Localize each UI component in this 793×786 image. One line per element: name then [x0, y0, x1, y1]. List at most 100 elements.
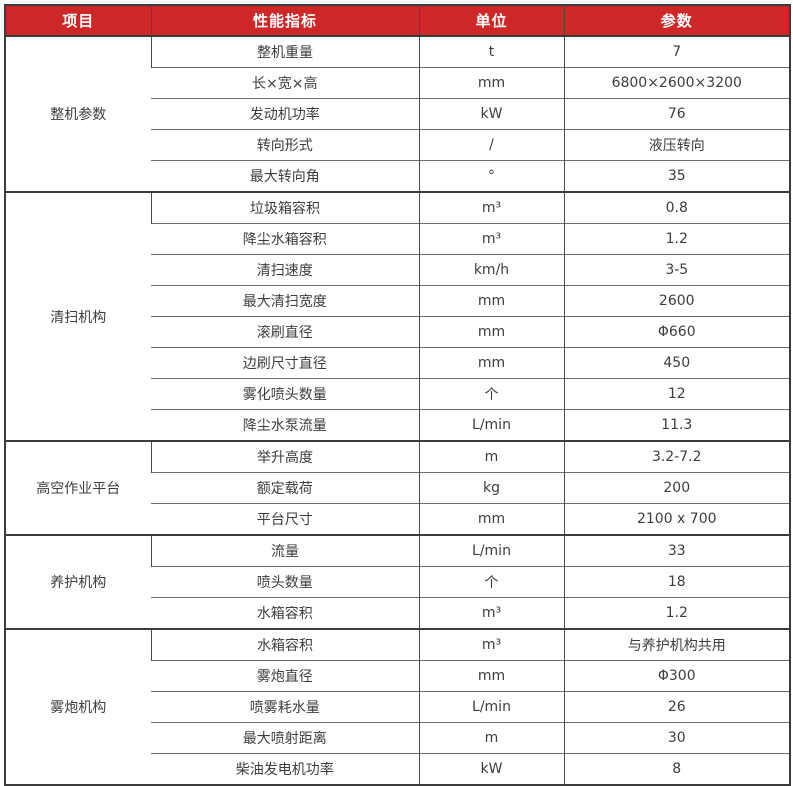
unit-cell: mm [418, 347, 564, 379]
value-cell: 2100 x 700 [563, 503, 790, 535]
category-cell: 雾炮机构 [5, 628, 151, 785]
indicator-cell: 雾炮直径 [151, 660, 419, 692]
value-cell: 30 [563, 722, 790, 754]
unit-cell: kW [418, 753, 564, 785]
table-row: 额定载荷 kg 200 [5, 472, 790, 504]
unit-cell: L/min [418, 409, 564, 441]
indicator-cell: 发动机功率 [151, 98, 419, 130]
indicator-cell: 雾化喷头数量 [151, 378, 419, 410]
indicator-cell: 垃圾箱容积 [150, 191, 419, 224]
value-cell: 450 [563, 347, 790, 379]
unit-cell: mm [418, 285, 564, 317]
table-row: 最大转向角 ° 35 [5, 160, 790, 192]
value-cell: 3-5 [563, 254, 790, 286]
value-cell: 1.2 [563, 223, 790, 255]
spec-table-body: 整机参数 整机重量 t 7 长×宽×高 mm 6800×2600×3200 发动机功率 kW 76… [5, 36, 790, 785]
table-row: 降尘水泵流量 L/min 11.3 [5, 409, 790, 441]
unit-cell: ° [418, 160, 564, 192]
unit-cell: mm [418, 660, 564, 692]
category-cell: 清扫机构 [5, 191, 151, 441]
table-row: 降尘水箱容积 m³ 1.2 [5, 223, 790, 255]
table-row: 喷雾耗水量 L/min 26 [5, 691, 790, 723]
indicator-cell: 清扫速度 [151, 254, 419, 286]
category-cell: 养护机构 [5, 534, 151, 629]
indicator-cell: 柴油发电机功率 [151, 753, 419, 785]
table-row: 最大清扫宽度 mm 2600 [5, 285, 790, 317]
unit-cell: mm [418, 67, 564, 99]
value-cell: 与养护机构共用 [563, 628, 790, 661]
value-cell: Φ660 [563, 316, 790, 348]
spec-table: 项目 性能指标 单位 参数 整机参数 整机重量 t 7 长×宽×高 mm 6800×2600… [4, 4, 791, 786]
table-row: 平台尺寸 mm 2100 x 700 [5, 503, 790, 535]
indicator-cell: 长×宽×高 [151, 67, 419, 99]
column-header-unit: 单位 [418, 5, 564, 37]
value-cell: 7 [563, 36, 790, 68]
unit-cell: kW [418, 98, 564, 130]
value-cell: 18 [563, 566, 790, 598]
unit-cell: 个 [418, 378, 564, 410]
unit-cell: m³ [418, 628, 564, 661]
column-header-value: 参数 [563, 5, 790, 37]
indicator-cell: 最大清扫宽度 [151, 285, 419, 317]
unit-cell: m³ [418, 223, 564, 255]
unit-cell: mm [418, 503, 564, 535]
unit-cell: kg [418, 472, 564, 504]
unit-cell: m [418, 722, 564, 754]
table-row: 长×宽×高 mm 6800×2600×3200 [5, 67, 790, 99]
value-cell: 35 [563, 160, 790, 192]
indicator-cell: 额定载荷 [151, 472, 419, 504]
indicator-cell: 最大转向角 [151, 160, 419, 192]
value-cell: 200 [563, 472, 790, 504]
indicator-cell: 水箱容积 [151, 597, 419, 629]
column-header-category: 项目 [5, 5, 151, 37]
table-row: 滚刷直径 mm Φ660 [5, 316, 790, 348]
value-cell: 8 [563, 753, 790, 785]
value-cell: 33 [563, 534, 790, 567]
indicator-cell: 最大喷射距离 [151, 722, 419, 754]
table-row: 养护机构 流量 L/min 33 [5, 534, 790, 629]
indicator-cell: 降尘水泵流量 [151, 409, 419, 441]
spec-table-header: 项目 性能指标 单位 参数 [5, 5, 790, 37]
spec-sheet-page: 项目 性能指标 单位 参数 整机参数 整机重量 t 7 长×宽×高 mm 6800×2600… [4, 4, 791, 786]
indicator-cell: 平台尺寸 [151, 503, 419, 535]
value-cell: 0.8 [563, 191, 790, 224]
indicator-cell: 举升高度 [150, 440, 419, 473]
unit-cell: t [418, 36, 564, 68]
unit-cell: / [418, 129, 564, 161]
indicator-cell: 水箱容积 [150, 628, 419, 661]
table-row: 水箱容积 m³ 1.2 [5, 597, 790, 629]
table-row: 最大喷射距离 m 30 [5, 722, 790, 754]
unit-cell: m³ [418, 597, 564, 629]
header-row: 项目 性能指标 单位 参数 [5, 5, 790, 37]
table-row: 雾炮机构 水箱容积 m³ 与养护机构共用 [5, 628, 790, 785]
table-row: 清扫速度 km/h 3-5 [5, 254, 790, 286]
value-cell: 76 [563, 98, 790, 130]
unit-cell: m³ [418, 191, 564, 224]
table-row: 喷头数量个 18 [5, 566, 790, 598]
table-row: 转向形式 / 液压转向 [5, 129, 790, 161]
indicator-cell: 转向形式 [151, 129, 419, 161]
value-cell: 11.3 [563, 409, 790, 441]
indicator-cell: 喷雾耗水量 [151, 691, 419, 723]
unit-cell: km/h [418, 254, 564, 286]
column-header-indicator: 性能指标 [150, 5, 419, 37]
category-cell: 整机参数 [50, 107, 107, 123]
unit-cell: 个 [418, 566, 564, 598]
value-cell: Φ300 [563, 660, 790, 692]
value-cell: 26 [563, 691, 790, 723]
value-cell: 2600 [563, 285, 790, 317]
unit-cell: mm [418, 316, 564, 348]
indicator-cell: 边刷尺寸直径 [151, 347, 419, 379]
value-cell: 3.2-7.2 [563, 440, 790, 473]
indicator-cell: 整机重量 [150, 36, 419, 68]
table-row: 雾化喷头数量个 12 [5, 378, 790, 410]
value-cell: 6800×2600×3200 [563, 67, 790, 99]
category-cell: 高空作业平台 [5, 440, 151, 535]
value-cell: 液压转向 [563, 129, 790, 161]
unit-cell: L/min [418, 534, 564, 567]
unit-cell: L/min [418, 691, 564, 723]
value-cell: 12 [563, 378, 790, 410]
table-row: 清扫机构 垃圾箱容积 m³ 0.8 [5, 191, 790, 441]
table-row: 雾炮直径 mm Φ300 [5, 660, 790, 692]
table-row: 边刷尺寸直径 mm 450 [5, 347, 790, 379]
